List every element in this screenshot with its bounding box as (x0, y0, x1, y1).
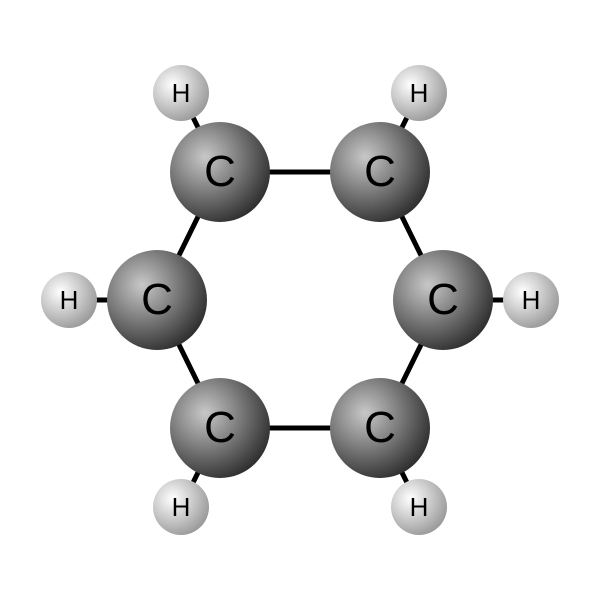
molecule-diagram: C C C C C C H H H H H H (0, 0, 600, 600)
atom-label: H (60, 285, 79, 316)
hydrogen-atom: H (391, 479, 447, 535)
hydrogen-atom: H (153, 479, 209, 535)
carbon-atom: C (170, 122, 270, 222)
atom-label: H (172, 492, 191, 523)
carbon-atom: C (330, 122, 430, 222)
atom-label: C (364, 403, 396, 453)
carbon-atom: C (393, 250, 493, 350)
atom-label: H (172, 78, 191, 109)
atom-label: H (522, 285, 541, 316)
hydrogen-atom: H (503, 272, 559, 328)
hydrogen-atom: H (153, 65, 209, 121)
carbon-atom: C (170, 378, 270, 478)
atom-label: C (204, 403, 236, 453)
atom-label: C (427, 275, 459, 325)
hydrogen-atom: H (41, 272, 97, 328)
atom-label: H (410, 78, 429, 109)
carbon-atom: C (330, 378, 430, 478)
atom-label: H (410, 492, 429, 523)
atom-label: C (204, 147, 236, 197)
carbon-atom: C (107, 250, 207, 350)
atom-label: C (141, 275, 173, 325)
hydrogen-atom: H (391, 65, 447, 121)
atom-label: C (364, 147, 396, 197)
